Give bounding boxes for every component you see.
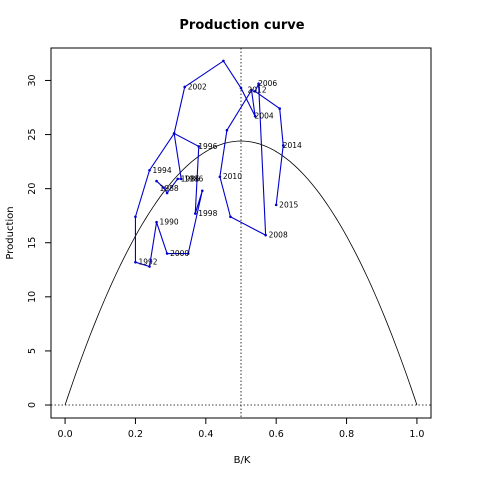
- trajectory-point: [264, 233, 267, 237]
- y-tick-label: 20: [27, 183, 38, 195]
- year-label: 2002: [188, 82, 207, 91]
- trajectory-point: [278, 107, 282, 110]
- year-label: 1988: [160, 184, 179, 193]
- y-tick-label: 10: [27, 291, 38, 303]
- trajectory-point: [274, 203, 278, 207]
- trajectory-point: [134, 260, 137, 264]
- y-tick-label: 0: [27, 402, 38, 408]
- trajectory-point: [186, 252, 190, 255]
- trajectory-point: [253, 89, 257, 93]
- trajectory-point: [200, 189, 204, 193]
- trajectory-point: [183, 85, 187, 89]
- year-label: 2014: [283, 141, 302, 150]
- year-label: 2015: [279, 200, 298, 209]
- trajectory-point: [155, 179, 158, 183]
- chart-title: Production curve: [179, 18, 304, 33]
- trajectory-point: [148, 265, 151, 268]
- year-label: 1996: [198, 142, 217, 151]
- year-label: 1990: [160, 218, 179, 227]
- year-label: 1986: [184, 174, 203, 183]
- x-tick-label: 0.4: [198, 429, 213, 440]
- year-label: 1998: [198, 209, 217, 218]
- y-axis-label: Production: [5, 206, 16, 259]
- trajectory-point: [162, 186, 165, 189]
- plot-frame: [50, 47, 432, 419]
- x-tick-label: 1.0: [409, 429, 424, 440]
- y-tick-label: 5: [27, 348, 38, 354]
- year-label: 2000: [170, 249, 189, 258]
- year-label: 2004: [255, 112, 274, 121]
- production-curve-line: [64, 140, 418, 406]
- year-label: 2010: [223, 172, 242, 181]
- trajectory-point: [155, 220, 158, 224]
- trajectory-point: [197, 145, 201, 148]
- trajectory-point: [179, 177, 183, 181]
- trajectory-point: [148, 168, 151, 172]
- x-tick-label: 0.2: [128, 429, 143, 440]
- trajectory-point: [134, 215, 137, 219]
- year-label: 1986: [181, 174, 200, 183]
- year-label: 1992: [138, 258, 157, 267]
- trajectory-point: [250, 88, 253, 92]
- year-label: 2006: [258, 79, 277, 88]
- year-label: 2008: [269, 231, 288, 240]
- trajectory-point: [165, 252, 169, 255]
- trajectory-point: [222, 59, 225, 63]
- y-tick-label: 15: [27, 237, 38, 249]
- trajectory-point: [225, 128, 229, 132]
- trajectory-point: [218, 175, 222, 179]
- trajectory-point: [193, 212, 197, 215]
- trajectory-point: [257, 82, 260, 86]
- year-label: 2012: [248, 86, 267, 95]
- trajectory-point: [165, 191, 169, 195]
- year-label: 1994: [153, 166, 172, 175]
- x-tick-label: 0.8: [339, 429, 354, 440]
- trajectory-point: [239, 86, 243, 90]
- trajectory-point: [253, 114, 257, 118]
- trajectory-point: [281, 144, 285, 147]
- trajectory-point: [229, 215, 232, 219]
- x-tick-label: 0.0: [58, 429, 73, 440]
- trajectory-point: [176, 177, 179, 181]
- y-tick-label: 25: [27, 129, 38, 141]
- plot-area: 0.0 0.2 0.4 0.6 0.8 1.00510152025301986198619…: [27, 47, 432, 440]
- x-axis-label: B/K: [234, 455, 251, 466]
- y-tick-label: 30: [27, 74, 38, 86]
- x-tick-label: 0.6: [269, 429, 284, 440]
- trajectory-point: [172, 132, 176, 135]
